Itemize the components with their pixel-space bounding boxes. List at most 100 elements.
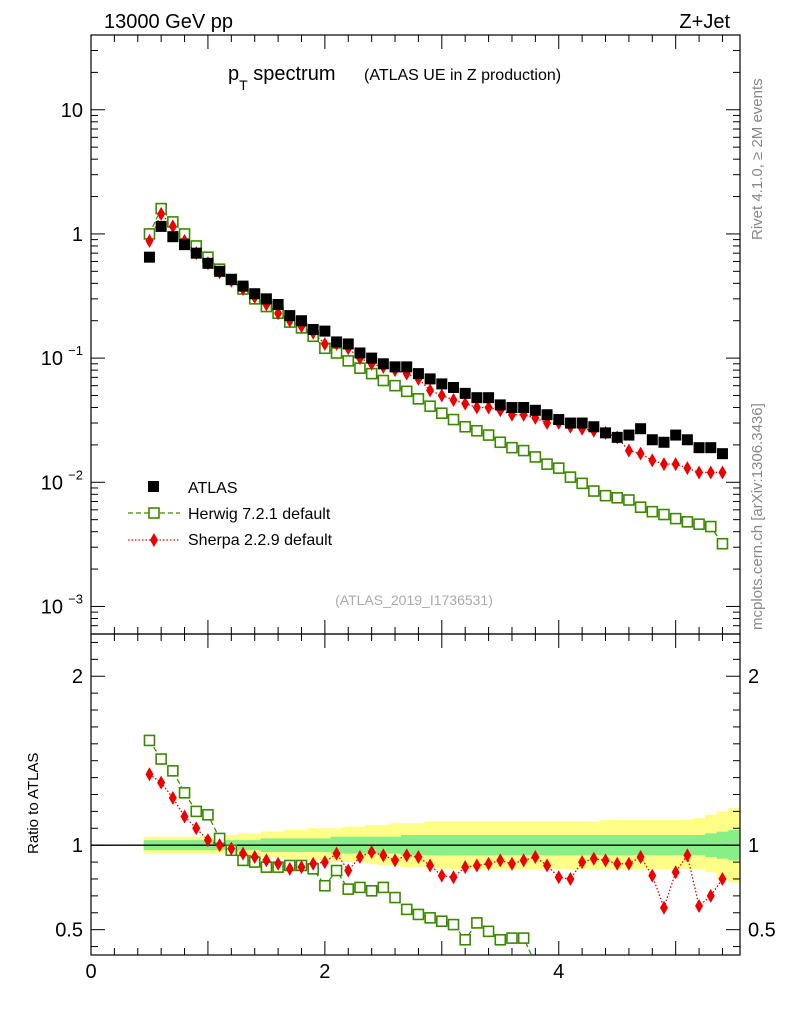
atlas-point — [167, 231, 179, 243]
atlas-point — [377, 358, 389, 370]
atlas-point — [459, 387, 471, 399]
sherpa-ratio-point — [320, 855, 329, 870]
sherpa-ratio-point — [285, 861, 294, 876]
sherpa-ratio-point — [472, 858, 481, 873]
ratio-series-group — [143, 734, 727, 955]
main-panel: 10 1 10 −1 10 −2 10 −3 pT spectrum (ATLAS UE in… — [41, 34, 741, 635]
sherpa-ratio-point — [636, 850, 645, 865]
sherpa-ratio-point — [180, 809, 189, 824]
sherpa-point — [157, 206, 166, 221]
herwig-point — [459, 420, 471, 433]
x-tick-label: 4 — [553, 961, 564, 983]
atlas-point — [307, 323, 319, 335]
sherpa-point — [461, 396, 470, 411]
sherpa-ratio-point — [414, 850, 423, 865]
sherpa-ratio-point — [659, 900, 668, 915]
sherpa-ratio-point — [683, 848, 692, 863]
atlas-point — [494, 399, 506, 411]
herwig-point — [716, 537, 729, 550]
sherpa-ratio-point — [648, 868, 657, 883]
herwig-point — [681, 516, 694, 528]
herwig-ratio-point — [202, 808, 214, 821]
sherpa-point — [695, 465, 704, 480]
legend-marker-herwig — [148, 507, 160, 519]
header-left: 13000 GeV pp — [104, 11, 233, 33]
herwig-ratio-point — [412, 908, 425, 921]
x-tick-label: 2 — [319, 961, 330, 983]
sherpa-point — [718, 465, 727, 480]
atlas-point — [155, 220, 167, 232]
sherpa-ratio-point — [578, 855, 587, 870]
sherpa-ratio-point — [706, 888, 715, 903]
sherpa-ratio-point — [192, 821, 201, 836]
atlas-point — [342, 338, 354, 350]
herwig-point — [634, 501, 647, 513]
sherpa-ratio-point — [507, 856, 516, 871]
atlas-point — [646, 434, 658, 446]
herwig-point — [447, 413, 460, 426]
sherpa-ratio-point — [449, 870, 458, 885]
sherpa-point — [484, 400, 493, 415]
sherpa-ratio-point — [168, 790, 177, 805]
atlas-point — [553, 414, 565, 426]
side-mcplots-label: mcplots.cern.ch [arXiv:1306.3436] — [749, 403, 766, 630]
atlas-point — [693, 442, 705, 454]
herwig-point — [564, 471, 577, 483]
sherpa-ratio-point — [613, 856, 622, 871]
atlas-point — [331, 336, 343, 348]
sherpa-ratio-point — [554, 870, 563, 885]
herwig-point — [599, 489, 612, 502]
herwig-point — [412, 393, 425, 405]
herwig-ratio-point — [319, 879, 331, 892]
sherpa-point — [648, 453, 657, 468]
sherpa-ratio-point — [484, 856, 493, 871]
herwig-point — [377, 374, 390, 387]
herwig-point — [517, 444, 530, 457]
herwig-ratio-point — [365, 884, 378, 897]
atlas-point — [448, 381, 460, 393]
herwig-ratio-point — [342, 883, 355, 895]
sherpa-point — [671, 457, 680, 472]
herwig-ratio-point — [190, 805, 203, 818]
herwig-point — [400, 385, 413, 398]
header-right: Z+Jet — [679, 11, 730, 33]
atlas-point — [541, 409, 553, 421]
sherpa-point — [449, 392, 458, 407]
atlas-point — [143, 251, 155, 263]
atlas-point — [600, 427, 612, 439]
atlas-point — [389, 361, 401, 373]
herwig-point — [494, 436, 507, 449]
ratio-tick-label-left: 2 — [72, 666, 83, 688]
y-tick-label: 10 — [41, 596, 63, 618]
sherpa-point — [437, 388, 446, 403]
atlas-point — [483, 392, 495, 404]
sherpa-ratio-point — [671, 865, 680, 880]
herwig-ratio-point — [143, 734, 156, 747]
y-tick-label: 10 — [41, 472, 63, 494]
herwig-point — [669, 512, 682, 525]
herwig-point — [506, 441, 518, 454]
y-tick-label: 10 — [41, 348, 63, 370]
sherpa-point — [426, 383, 435, 398]
herwig-point — [482, 429, 495, 441]
sherpa-ratio-point — [531, 850, 540, 865]
sherpa-point — [145, 233, 154, 248]
atlas-point — [611, 431, 623, 443]
sherpa-point — [659, 457, 668, 472]
atlas-point — [623, 429, 635, 441]
sherpa-ratio-point — [624, 856, 633, 871]
atlas-point — [202, 257, 214, 269]
sherpa-ratio-point — [461, 860, 470, 875]
sherpa-point — [168, 219, 177, 234]
sherpa-ratio-point — [332, 846, 341, 861]
sherpa-ratio-point — [496, 853, 505, 868]
herwig-ratio-point — [494, 933, 507, 946]
atlas-point — [681, 434, 693, 446]
herwig-point — [342, 355, 355, 367]
sherpa-ratio-point — [355, 850, 364, 865]
legend-marker-sherpa — [150, 533, 158, 547]
sherpa-point — [683, 461, 692, 476]
y-tick-exponent: −2 — [68, 467, 83, 482]
herwig-point — [436, 407, 448, 420]
legend-label-herwig: Herwig 7.2.1 default — [188, 506, 331, 523]
